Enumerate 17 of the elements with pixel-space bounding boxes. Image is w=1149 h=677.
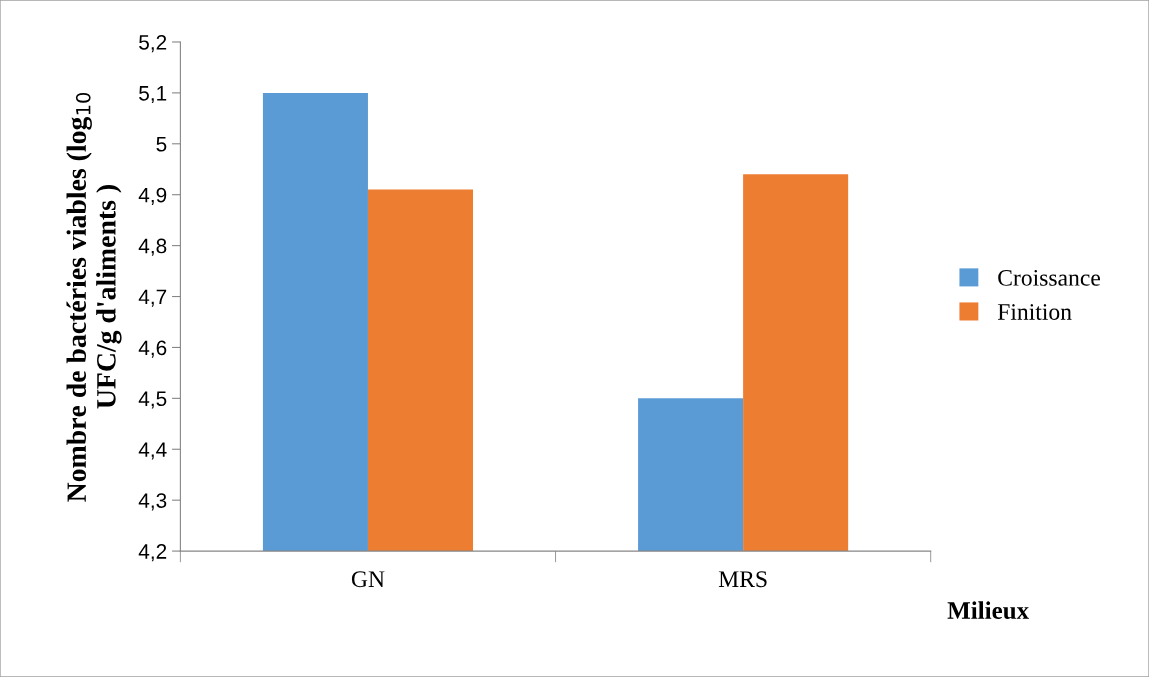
x-tick-label: MRS bbox=[718, 571, 767, 588]
y-tick-label: 4,3 bbox=[138, 493, 167, 511]
y-tick-label: 5 bbox=[156, 137, 167, 152]
y-tick-label: 4,8 bbox=[138, 238, 167, 256]
y-tick-label: 4,5 bbox=[138, 391, 167, 409]
legend-label: Finition bbox=[997, 304, 1072, 320]
text: Nombre de bactéries viables (log$_{10}$ UFC/g d'aliments ) bbox=[66, 92, 122, 502]
y-tick-label: 5,2 bbox=[139, 34, 167, 53]
y-tick-label: 5,1 bbox=[139, 86, 167, 104]
y-tick-label: 4,4 bbox=[138, 442, 167, 460]
x-tick-label: GN bbox=[351, 571, 385, 588]
y-tick-label: 4,6 bbox=[138, 340, 167, 358]
y-tick-label: 4,7 bbox=[138, 289, 167, 307]
y-tick-label: 4,9 bbox=[138, 187, 167, 205]
x-axis-title: Milieux bbox=[947, 601, 1029, 619]
legend-label: Croissance bbox=[998, 269, 1100, 286]
y-tick-label: 4,2 bbox=[138, 544, 167, 562]
